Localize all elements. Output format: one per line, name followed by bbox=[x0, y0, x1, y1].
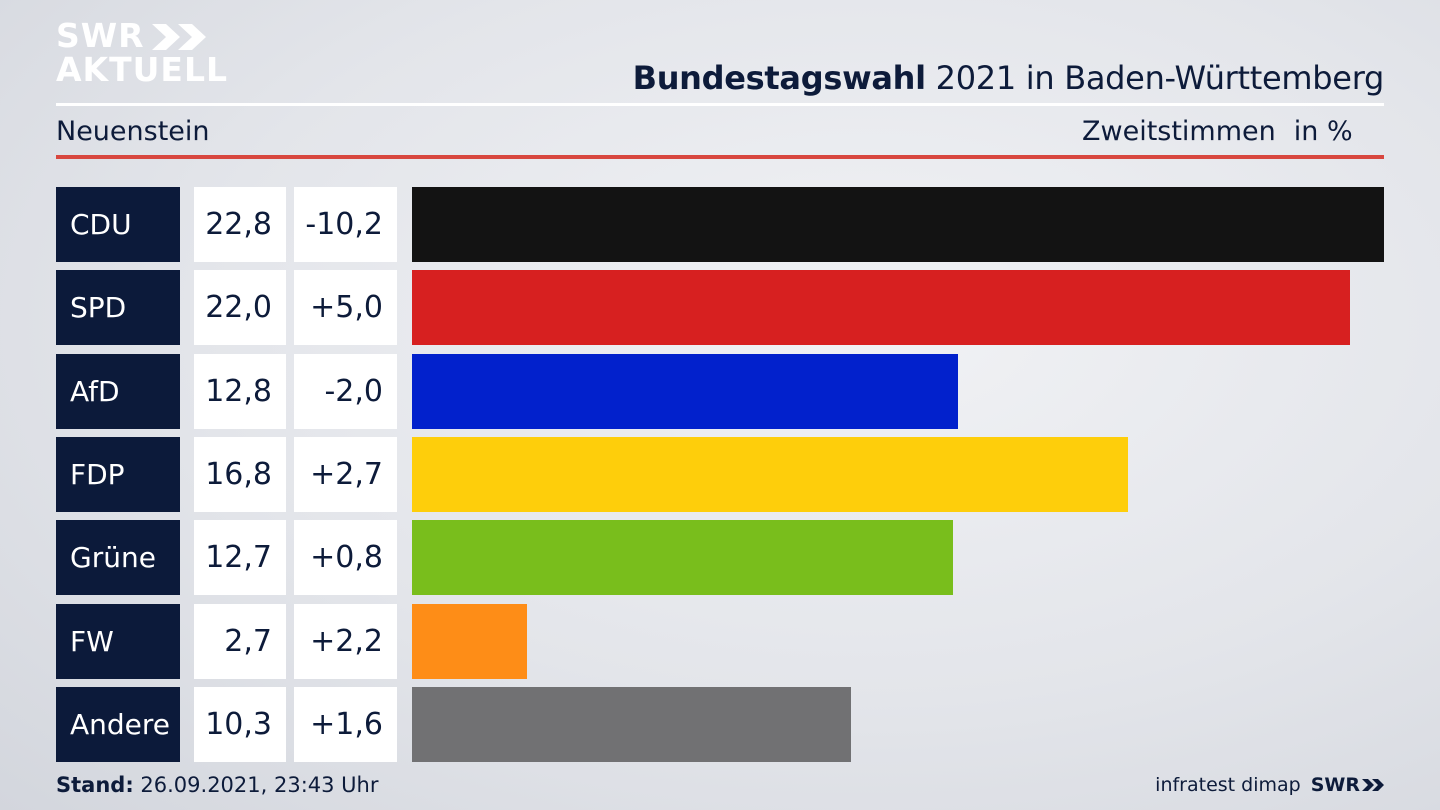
chart-row: Grüne 12,7 +0,8 bbox=[56, 520, 1384, 595]
footer-brand: SWR bbox=[1310, 774, 1360, 796]
party-label: FW bbox=[56, 604, 180, 679]
measure-label: Zweitstimmen in % bbox=[1082, 113, 1353, 151]
party-label: Andere bbox=[56, 687, 180, 762]
footer-arrows-icon bbox=[1362, 779, 1384, 791]
header-divider bbox=[56, 103, 1384, 106]
swr-aktuell-logo: SWR AKTUELL bbox=[56, 16, 229, 90]
logo-line-1: SWR bbox=[56, 16, 145, 55]
bar-track bbox=[412, 604, 1384, 679]
party-label: SPD bbox=[56, 270, 180, 345]
bar-andere bbox=[412, 687, 851, 762]
chart-row: Andere 10,3 +1,6 bbox=[56, 687, 1384, 762]
logo-line-2: AKTUELL bbox=[56, 50, 229, 89]
title-rest: 2021 in Baden-Württemberg bbox=[925, 59, 1385, 97]
party-label: Grüne bbox=[56, 520, 180, 595]
stand-label: Stand: bbox=[56, 773, 134, 797]
change-label: +1,6 bbox=[294, 687, 397, 762]
vote-share-label: 2,7 bbox=[194, 604, 286, 679]
unit-text: in % bbox=[1293, 116, 1353, 147]
bar-track bbox=[412, 687, 1384, 762]
bar-track bbox=[412, 437, 1384, 512]
chart-row: AfD 12,8 -2,0 bbox=[56, 354, 1384, 429]
source-credit: infratest dimap SWR bbox=[1155, 771, 1384, 799]
bar-cdu bbox=[412, 187, 1384, 262]
vote-share-label: 16,8 bbox=[194, 437, 286, 512]
change-label: +2,2 bbox=[294, 604, 397, 679]
bar-track bbox=[412, 520, 1384, 595]
bar-gr-ne bbox=[412, 520, 953, 595]
change-label: +5,0 bbox=[294, 270, 397, 345]
party-label: CDU bbox=[56, 187, 180, 262]
measure-text: Zweitstimmen bbox=[1082, 116, 1276, 147]
vote-share-label: 10,3 bbox=[194, 687, 286, 762]
accent-divider bbox=[56, 155, 1384, 159]
chart-row: CDU 22,8 -10,2 bbox=[56, 187, 1384, 262]
vote-share-label: 12,7 bbox=[194, 520, 286, 595]
source-label: infratest dimap bbox=[1155, 774, 1301, 796]
vote-share-label: 12,8 bbox=[194, 354, 286, 429]
page-title: Bundestagswahl 2021 in Baden-Württemberg bbox=[632, 56, 1385, 100]
vote-share-label: 22,8 bbox=[194, 187, 286, 262]
party-label: FDP bbox=[56, 437, 180, 512]
change-label: -2,0 bbox=[294, 354, 397, 429]
bar-fdp bbox=[412, 437, 1128, 512]
bar-track bbox=[412, 187, 1384, 262]
bar-track bbox=[412, 354, 1384, 429]
bar-spd bbox=[412, 270, 1350, 345]
bar-afd bbox=[412, 354, 958, 429]
change-label: +0,8 bbox=[294, 520, 397, 595]
chart-row: FW 2,7 +2,2 bbox=[56, 604, 1384, 679]
stand-value: 26.09.2021, 23:43 Uhr bbox=[133, 773, 379, 797]
chart-row: FDP 16,8 +2,7 bbox=[56, 437, 1384, 512]
change-label: +2,7 bbox=[294, 437, 397, 512]
bar-track bbox=[412, 270, 1384, 345]
bar-fw bbox=[412, 604, 527, 679]
location-label: Neuenstein bbox=[56, 116, 210, 147]
party-label: AfD bbox=[56, 354, 180, 429]
change-label: -10,2 bbox=[294, 187, 397, 262]
logo-arrows-icon bbox=[152, 24, 206, 50]
vote-share-label: 22,0 bbox=[194, 270, 286, 345]
title-bold: Bundestagswahl bbox=[632, 59, 926, 97]
timestamp: Stand: 26.09.2021, 23:43 Uhr bbox=[56, 771, 379, 799]
chart-row: SPD 22,0 +5,0 bbox=[56, 270, 1384, 345]
